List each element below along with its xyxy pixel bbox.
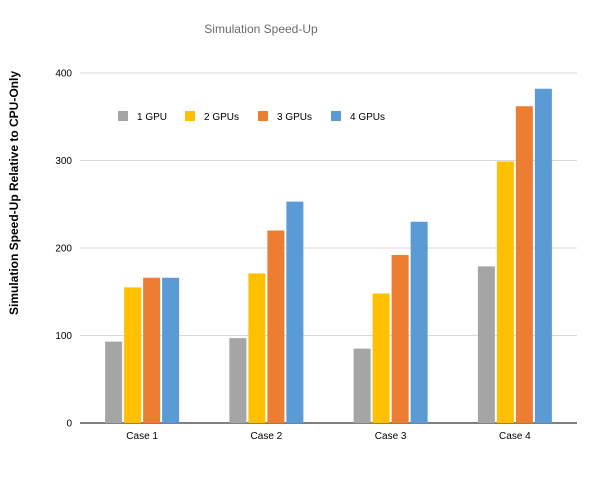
x-tick-label: Case 1 [126, 431, 158, 442]
legend-label: 3 GPUs [277, 112, 312, 123]
y-tick-label: 400 [55, 69, 72, 80]
legend-swatch [331, 111, 341, 121]
legend-swatch [118, 111, 128, 121]
y-tick-label: 100 [55, 331, 72, 342]
y-axis-label: Simulation Speed-Up Relative to CPU-Only [7, 71, 21, 315]
bar-case-4-3-gpus [515, 106, 533, 423]
bar-case-1-4-gpus [162, 277, 180, 423]
bar-case-4-2-gpus [496, 161, 514, 423]
legend-label: 4 GPUs [350, 112, 385, 123]
x-tick-label: Case 3 [375, 431, 407, 442]
legend-label: 2 GPUs [204, 112, 239, 123]
chart-title: Simulation Speed-Up [204, 22, 318, 36]
bar-case-2-4-gpus [286, 201, 304, 423]
bar-case-2-3-gpus [267, 230, 285, 423]
x-axis-ticks: Case 1 Case 2 Case 3 Case 4 [126, 431, 531, 442]
bar-case-3-4-gpus [410, 221, 428, 423]
legend: 1 GPU 2 GPUs 3 GPUs 4 GPUs [118, 111, 385, 123]
y-axis-ticks: 0 100 200 300 400 [55, 69, 72, 430]
bar-case-3-1-gpu [353, 348, 371, 423]
bar-case-3-3-gpus [391, 255, 409, 423]
bar-case-1-3-gpus [143, 277, 161, 423]
y-tick-label: 0 [66, 419, 72, 430]
y-tick-label: 200 [55, 244, 72, 255]
bar-case-1-1-gpu [105, 341, 123, 423]
bar-case-4-1-gpu [477, 266, 495, 423]
bar-case-2-2-gpus [248, 273, 266, 423]
x-tick-label: Case 2 [251, 431, 283, 442]
legend-swatch [258, 111, 268, 121]
x-tick-label: Case 4 [499, 431, 531, 442]
y-tick-label: 300 [55, 156, 72, 167]
bar-case-4-4-gpus [534, 88, 552, 423]
bar-case-3-2-gpus [372, 293, 390, 423]
bars [105, 88, 552, 423]
bar-case-1-2-gpus [124, 287, 142, 423]
legend-swatch [185, 111, 195, 121]
bar-case-2-1-gpu [229, 338, 247, 423]
legend-label: 1 GPU [137, 112, 167, 123]
